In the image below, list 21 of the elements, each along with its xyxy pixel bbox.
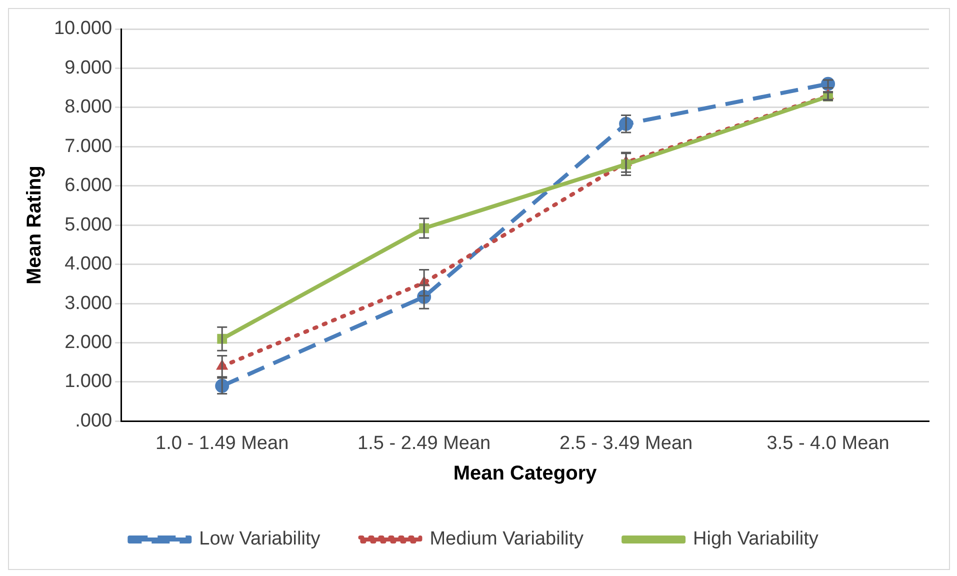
x-tick-label: 3.5 - 4.0 Mean xyxy=(766,432,890,454)
y-tick-label: 4.000 xyxy=(64,254,112,275)
x-tick-label: 1.0 - 1.49 Mean xyxy=(156,432,289,454)
y-tick-label: .000 xyxy=(75,410,112,432)
y-axis-title: Mean Rating xyxy=(24,166,46,285)
y-tick-label: 3.000 xyxy=(64,292,112,314)
y-tick-label: 2.000 xyxy=(64,332,112,353)
legend-label: High Variability xyxy=(693,528,819,550)
y-tick-label: 1.000 xyxy=(64,371,112,392)
legend-label: Medium Variability xyxy=(430,528,584,550)
y-tick-label: 10.000 xyxy=(54,18,112,40)
legend-label: Low Variability xyxy=(199,528,321,550)
y-tick-label: 7.000 xyxy=(64,136,112,157)
x-tick-label: 2.5 - 3.49 Mean xyxy=(559,432,693,454)
y-tick-label: 6.000 xyxy=(64,175,112,196)
y-tick-label: 9.000 xyxy=(64,57,112,78)
x-tick-label: 1.5 - 2.49 Mean xyxy=(358,432,491,454)
point xyxy=(821,76,836,91)
y-tick-label: 8.000 xyxy=(64,96,112,118)
x-axis-title: Mean Category xyxy=(453,462,598,485)
y-tick-label: 5.000 xyxy=(64,214,112,236)
